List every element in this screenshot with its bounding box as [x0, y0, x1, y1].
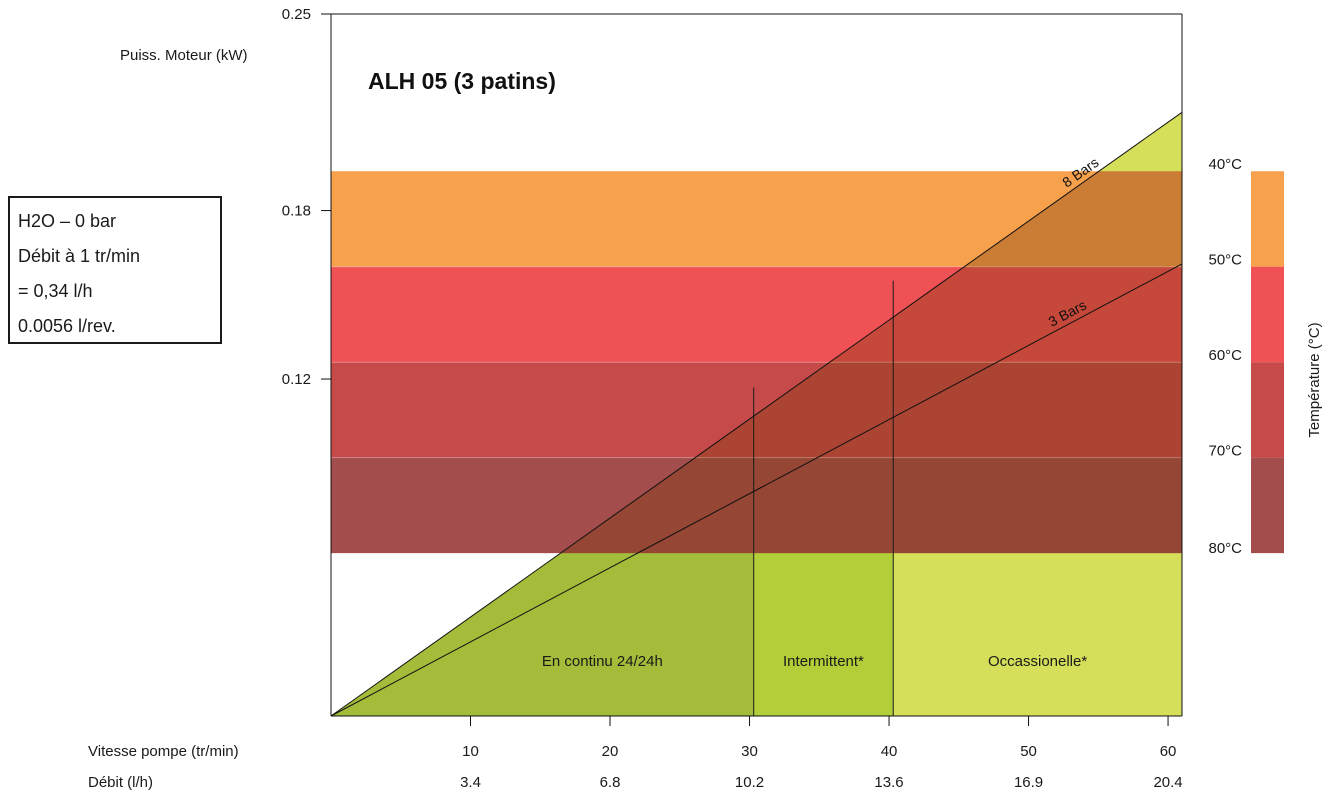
x-tick-label-speed-5: 60	[1160, 743, 1177, 760]
x-tick-label-flow-1: 6.8	[600, 774, 621, 791]
legend-swatch-2	[1251, 362, 1284, 458]
temperature-legend-layer: 40°C 50°C 60°C 70°C 80°C	[1208, 156, 1284, 557]
x-tick-label-flow-3: 13.6	[874, 774, 903, 791]
x-tick-label-speed-0: 10	[462, 743, 479, 760]
x-tick-label-flow-5: 20.4	[1153, 774, 1182, 791]
legend-swatch-3	[1251, 457, 1284, 554]
y-tick-label-1: 0.18	[282, 203, 311, 220]
info-line-fluid: H2O – 0 bar	[18, 211, 117, 231]
legend-swatch-0	[1251, 171, 1284, 267]
x-tick-label-speed-3: 40	[881, 743, 898, 760]
y-tick-label-0: 0.25	[282, 6, 311, 23]
series-line-1	[330, 263, 1183, 717]
chart-title: ALH 05 (3 patins)	[368, 68, 556, 94]
legend-swatch-1	[1251, 266, 1284, 363]
y-tick-label-2: 0.12	[282, 371, 311, 388]
x-tick-label-flow-0: 3.4	[460, 774, 481, 791]
zone-label-1: Intermittent*	[783, 653, 864, 670]
zone-label-2: Occassionelle*	[988, 653, 1087, 670]
temperature-band-0	[331, 171, 1182, 267]
x-tick-label-flow-2: 10.2	[735, 774, 764, 791]
temperature-band-3	[331, 457, 1182, 554]
x-axis-label-flow: Débit (l/h)	[88, 774, 153, 791]
legend-label-0: 40°C	[1208, 156, 1242, 173]
legend-label-3: 70°C	[1208, 443, 1242, 460]
y-axis-label: Puiss. Moteur (kW)	[120, 47, 248, 64]
info-line-flow-value: = 0,34 l/h	[18, 281, 93, 301]
legend-label-1: 50°C	[1208, 252, 1242, 269]
x-tick-label-speed-2: 30	[741, 743, 758, 760]
temperature-band-2	[331, 362, 1182, 458]
temperature-band-1	[331, 266, 1182, 363]
legend-label-bottom: 80°C	[1208, 540, 1242, 557]
zone-label-0: En continu 24/24h	[542, 653, 663, 670]
x-tick-label-speed-4: 50	[1020, 743, 1037, 760]
legend-label-2: 60°C	[1208, 347, 1242, 364]
info-box: H2O – 0 bar Débit à 1 tr/min = 0,34 l/h …	[8, 196, 222, 344]
x-axis-label-speed: Vitesse pompe (tr/min)	[88, 743, 239, 760]
temperature-bands-layer	[331, 171, 1182, 554]
axes-layer: 0.25 0.18 0.12 10 3.4 20 6.8 30 10.2 40 13.6 50 16.9…	[282, 6, 1183, 791]
temperature-axis-label: Température (°C)	[1306, 322, 1323, 437]
info-line-flow-per-rpm: Débit à 1 tr/min	[18, 246, 141, 266]
x-tick-label-flow-4: 16.9	[1014, 774, 1043, 791]
series-line-0	[330, 111, 1183, 717]
x-tick-label-speed-1: 20	[602, 743, 619, 760]
info-line-flow-per-rev: 0.0056 l/rev.	[18, 316, 116, 336]
